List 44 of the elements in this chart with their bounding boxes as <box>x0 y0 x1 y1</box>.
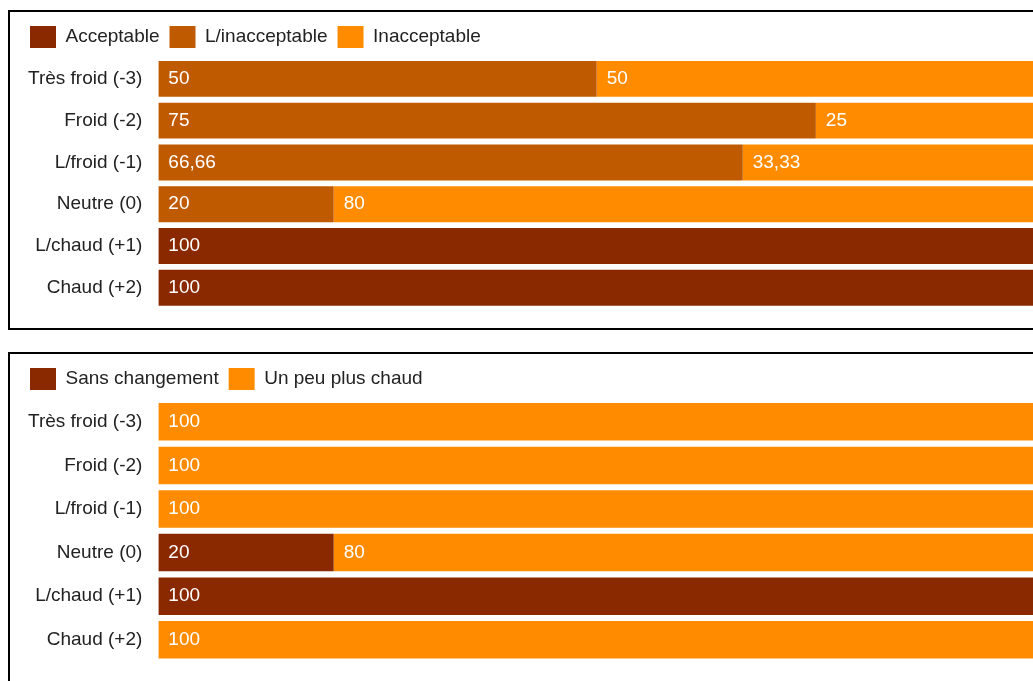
data-label: 20 <box>168 540 190 562</box>
bar <box>158 186 334 223</box>
y-tick-label: L/froid (-1) <box>54 150 143 172</box>
legend-label: L/inacceptable <box>205 25 328 47</box>
bar <box>742 144 1033 181</box>
bar <box>158 60 597 97</box>
data-label: 50 <box>606 67 628 89</box>
y-tick-label: Neutre (0) <box>56 192 143 214</box>
data-label: 33,33 <box>752 150 801 172</box>
y-tick-label: Chaud (+2) <box>46 628 143 650</box>
y-tick-label: L/chaud (+1) <box>35 584 143 606</box>
y-tick-label: Neutre (0) <box>56 540 143 562</box>
bar <box>815 102 1033 139</box>
y-tick-label: Chaud (+2) <box>46 275 143 297</box>
bar <box>158 227 1033 264</box>
legend-label: Inacceptable <box>373 25 481 47</box>
legend-label: Acceptable <box>65 25 160 47</box>
bar <box>596 60 1033 97</box>
y-tick-label: Froid (-2) <box>64 453 143 475</box>
data-label: 100 <box>168 234 201 256</box>
data-label: 100 <box>168 453 201 475</box>
bar <box>333 186 1033 223</box>
data-label: 66,66 <box>168 150 216 172</box>
data-label: 75 <box>168 108 190 130</box>
y-tick-label: Froid (-2) <box>64 108 143 130</box>
data-label: 50 <box>168 67 190 89</box>
bar <box>158 102 816 139</box>
data-label: 100 <box>168 628 201 650</box>
y-tick-label: L/froid (-1) <box>54 497 143 519</box>
data-label: 25 <box>825 108 847 130</box>
data-label: 100 <box>168 275 201 297</box>
y-tick-label: Très froid (-3) <box>27 410 143 432</box>
bar <box>158 269 1033 306</box>
bar <box>158 144 743 181</box>
data-label: 20 <box>168 192 190 214</box>
y-tick-label: Très froid (-3) <box>27 67 143 89</box>
data-label: 100 <box>168 497 201 519</box>
legend-label: Un peu plus chaud <box>264 367 423 389</box>
data-label: 80 <box>343 192 365 214</box>
legend-label: Sans changement <box>65 367 220 389</box>
data-label: 80 <box>343 540 365 562</box>
y-tick-label: L/chaud (+1) <box>35 234 143 256</box>
data-label: 100 <box>168 410 201 432</box>
data-label: 100 <box>168 584 201 606</box>
